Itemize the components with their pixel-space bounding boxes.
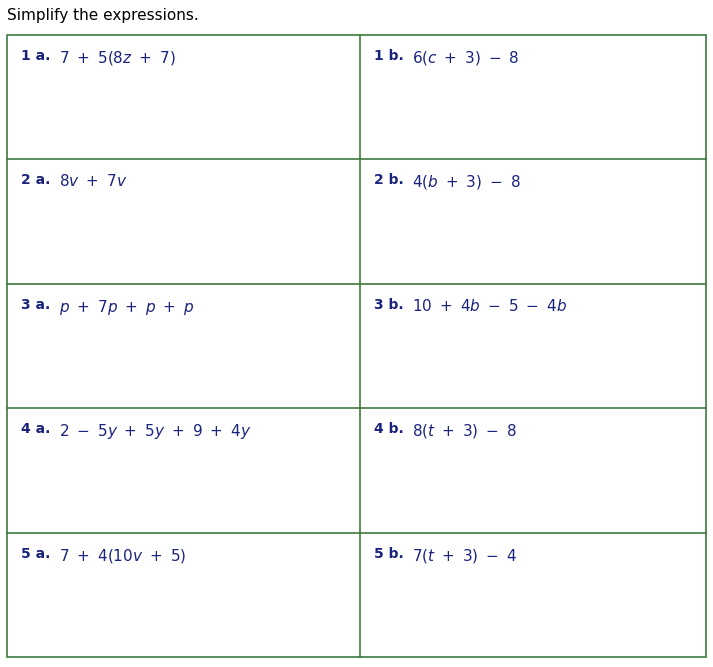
Text: 2 a.: 2 a.	[21, 173, 51, 187]
Text: $10\ +\ 4b\ -\ 5\ -\ 4b$: $10\ +\ 4b\ -\ 5\ -\ 4b$	[412, 297, 567, 313]
Text: $4(b\ +\ 3)\ -\ 8$: $4(b\ +\ 3)\ -\ 8$	[412, 173, 520, 191]
Text: 2 b.: 2 b.	[374, 173, 404, 187]
Text: $7(t\ +\ 3)\ -\ 4$: $7(t\ +\ 3)\ -\ 4$	[412, 546, 518, 564]
Text: $7\ +\ 4(10v\ +\ 5)$: $7\ +\ 4(10v\ +\ 5)$	[59, 546, 186, 564]
Text: $2\ -\ 5y\ +\ 5y\ +\ 9\ +\ 4y$: $2\ -\ 5y\ +\ 5y\ +\ 9\ +\ 4y$	[59, 422, 251, 441]
Text: 4 b.: 4 b.	[374, 422, 404, 436]
Text: 3 a.: 3 a.	[21, 297, 50, 311]
Text: 3 b.: 3 b.	[374, 297, 404, 311]
Text: $p\ +\ 7p\ +\ p\ +\ p$: $p\ +\ 7p\ +\ p\ +\ p$	[59, 297, 195, 317]
Text: $8(t\ +\ 3)\ -\ 8$: $8(t\ +\ 3)\ -\ 8$	[412, 422, 517, 440]
Text: Simplify the expressions.: Simplify the expressions.	[7, 8, 199, 23]
Text: $6(c\ +\ 3)\ -\ 8$: $6(c\ +\ 3)\ -\ 8$	[412, 49, 520, 67]
Text: $8v\ +\ 7v$: $8v\ +\ 7v$	[59, 173, 128, 189]
Text: 4 a.: 4 a.	[21, 422, 51, 436]
Text: 5 b.: 5 b.	[374, 546, 404, 560]
Text: 1 b.: 1 b.	[374, 49, 404, 63]
Text: $7\ +\ 5(8z\ +\ 7)$: $7\ +\ 5(8z\ +\ 7)$	[59, 49, 175, 67]
Text: 1 a.: 1 a.	[21, 49, 51, 63]
Text: 5 a.: 5 a.	[21, 546, 51, 560]
